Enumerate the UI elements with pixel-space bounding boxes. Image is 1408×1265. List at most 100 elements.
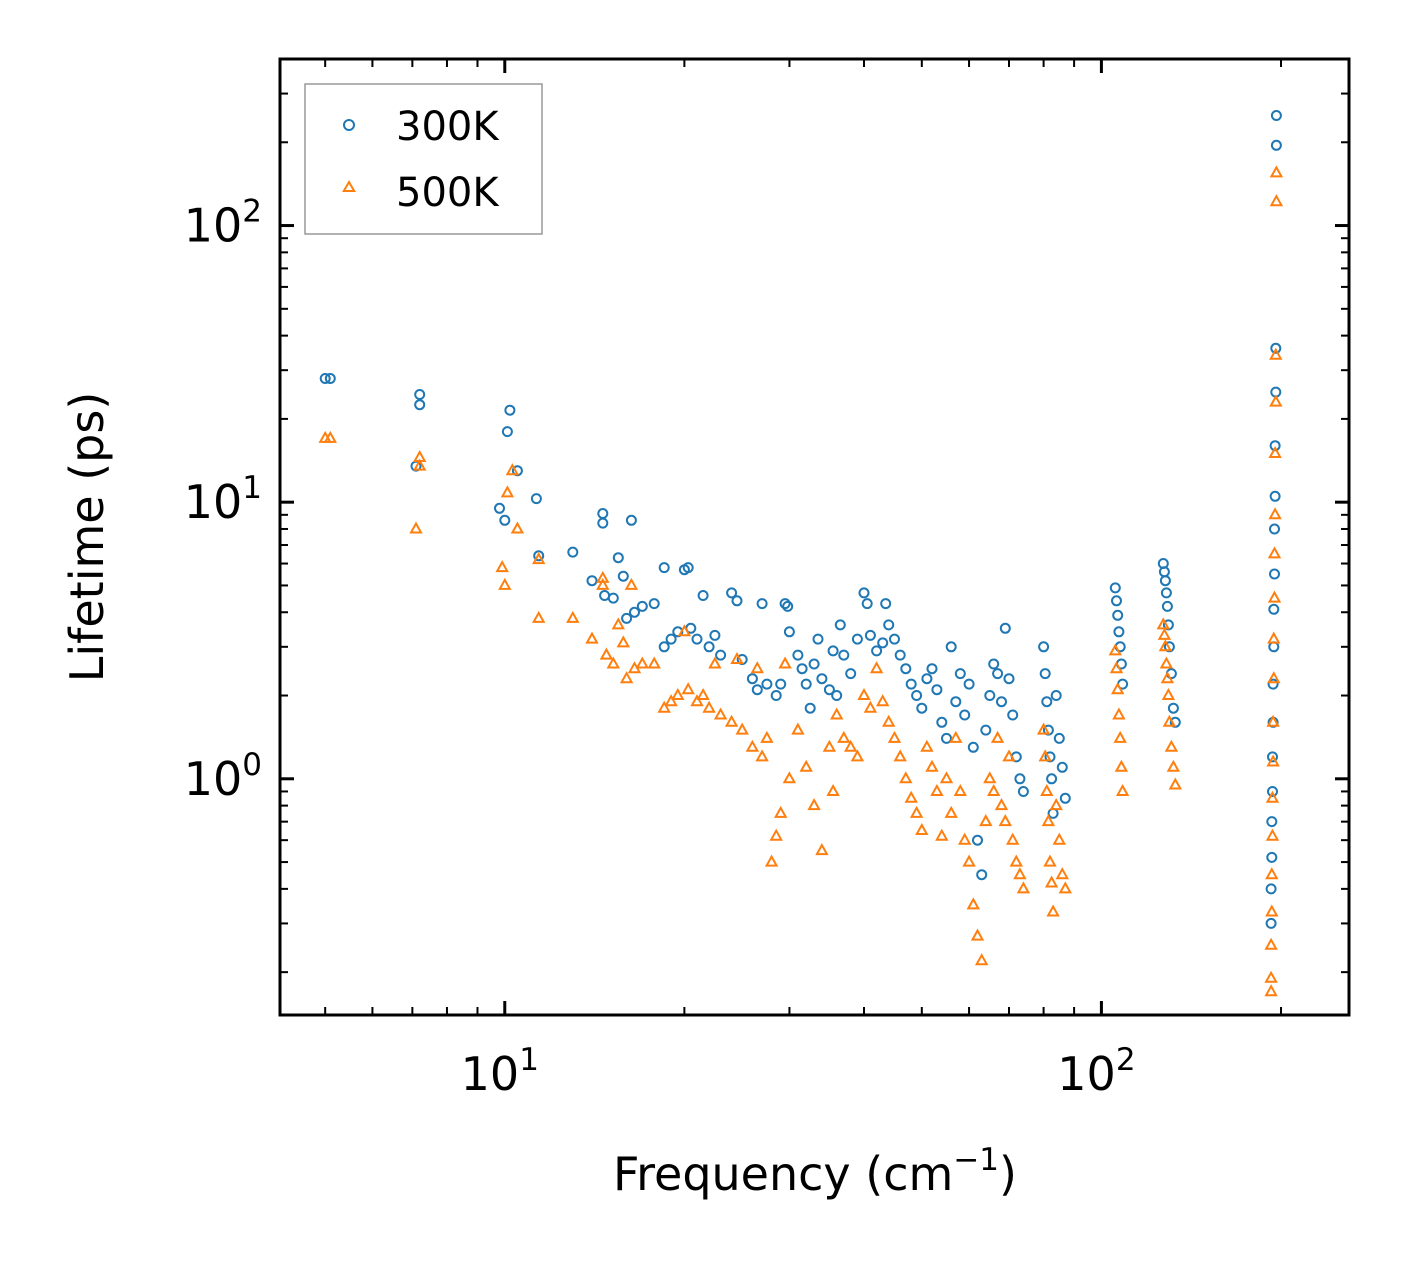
point-500k (1040, 783, 1054, 796)
point-500k (1264, 970, 1278, 983)
point-300k (1056, 761, 1068, 773)
point-500k (915, 822, 929, 835)
point-300k (504, 404, 516, 416)
point-300k (621, 612, 633, 624)
point-500k (713, 707, 728, 720)
x-tick-label-base: 10 (1057, 1047, 1116, 1101)
point-300k (880, 598, 892, 610)
point-300k (636, 600, 648, 612)
point-300k (629, 606, 640, 618)
x-tick-label: 101 (461, 1042, 539, 1101)
legend-label-500k: 500K (396, 170, 500, 216)
point-300k (1266, 851, 1278, 863)
point-300k (864, 629, 876, 641)
point-500k (1162, 714, 1177, 727)
point-500k (1038, 749, 1052, 762)
point-300k (709, 629, 721, 641)
point-500k (585, 631, 599, 644)
point-300k (625, 514, 637, 526)
x-axis-label-tail: ) (999, 1147, 1017, 1201)
legend-marker-500k (342, 180, 356, 192)
point-500k (619, 671, 634, 684)
point-500k (887, 730, 902, 743)
point-300k (782, 600, 794, 612)
x-tick-label-exponent: 1 (519, 1042, 539, 1078)
point-300k (1268, 603, 1280, 615)
point-300k (324, 373, 336, 384)
point-500k (760, 730, 774, 743)
point-300k (812, 633, 824, 645)
point-300k (1267, 786, 1278, 797)
point-500k (1161, 687, 1176, 700)
point-500k (1267, 546, 1282, 559)
point-500k (671, 687, 685, 700)
point-300k (954, 668, 966, 680)
point-300k (756, 598, 768, 610)
point-300k (883, 619, 895, 631)
point-500k (1113, 730, 1127, 743)
point-500k (1265, 867, 1279, 880)
point-500k (635, 656, 649, 669)
point-300k (658, 641, 670, 653)
point-500k (735, 722, 749, 735)
point-300k (845, 668, 857, 680)
point-500k (323, 430, 337, 443)
legend: 300K 500K (304, 83, 543, 235)
point-300k (831, 690, 843, 701)
point-300k (959, 709, 971, 721)
y-tick-label-base: 10 (184, 199, 243, 253)
point-300k (1003, 673, 1015, 685)
point-500k (1013, 867, 1027, 880)
point-500k (1268, 507, 1282, 520)
point-500k (606, 656, 620, 669)
point-300k (877, 637, 889, 649)
point-300k (499, 514, 511, 526)
point-500k (1055, 867, 1069, 880)
legend-marker-300k (343, 119, 355, 131)
point-500k (998, 814, 1012, 827)
point-300k (1265, 917, 1277, 929)
point-500k (745, 739, 760, 752)
x-axis-label-superscript: −1 (953, 1142, 999, 1178)
point-500k (1108, 643, 1122, 656)
point-500k (930, 783, 944, 796)
point-500k (647, 656, 661, 669)
point-500k (1160, 671, 1175, 684)
point-300k (697, 590, 709, 601)
point-500k (1052, 832, 1066, 845)
point-500k (1049, 798, 1063, 811)
y-tick-label-base: 10 (184, 475, 243, 529)
point-500k (596, 577, 610, 590)
series-500k (318, 165, 1284, 997)
point-500k (1158, 639, 1173, 652)
point-300k (1112, 609, 1124, 621)
point-500k (1016, 881, 1031, 894)
point-500k (1265, 790, 1280, 803)
point-500k (510, 521, 525, 534)
point-500k (857, 687, 871, 700)
point-300k (761, 678, 773, 690)
point-500k (1269, 394, 1283, 407)
point-300k (1269, 568, 1280, 580)
point-500k (1267, 671, 1281, 684)
point-500k (681, 682, 695, 695)
point-500k (782, 771, 797, 784)
point-500k (822, 739, 837, 752)
point-300k (533, 550, 545, 562)
point-500k (904, 790, 918, 803)
point-300k (827, 645, 839, 657)
point-300k (894, 649, 906, 661)
point-300k (834, 619, 846, 631)
point-500k (1112, 707, 1126, 720)
point-500k (1002, 749, 1016, 762)
point-300k (746, 673, 758, 685)
major-ticks (280, 59, 1349, 1015)
point-300k (703, 641, 715, 653)
point-500k (826, 783, 840, 796)
point-300k (665, 633, 677, 645)
point-500k (983, 771, 997, 784)
point-500k (730, 651, 744, 664)
point-300k (900, 663, 912, 675)
x-tick-label: 102 (1057, 1042, 1135, 1101)
